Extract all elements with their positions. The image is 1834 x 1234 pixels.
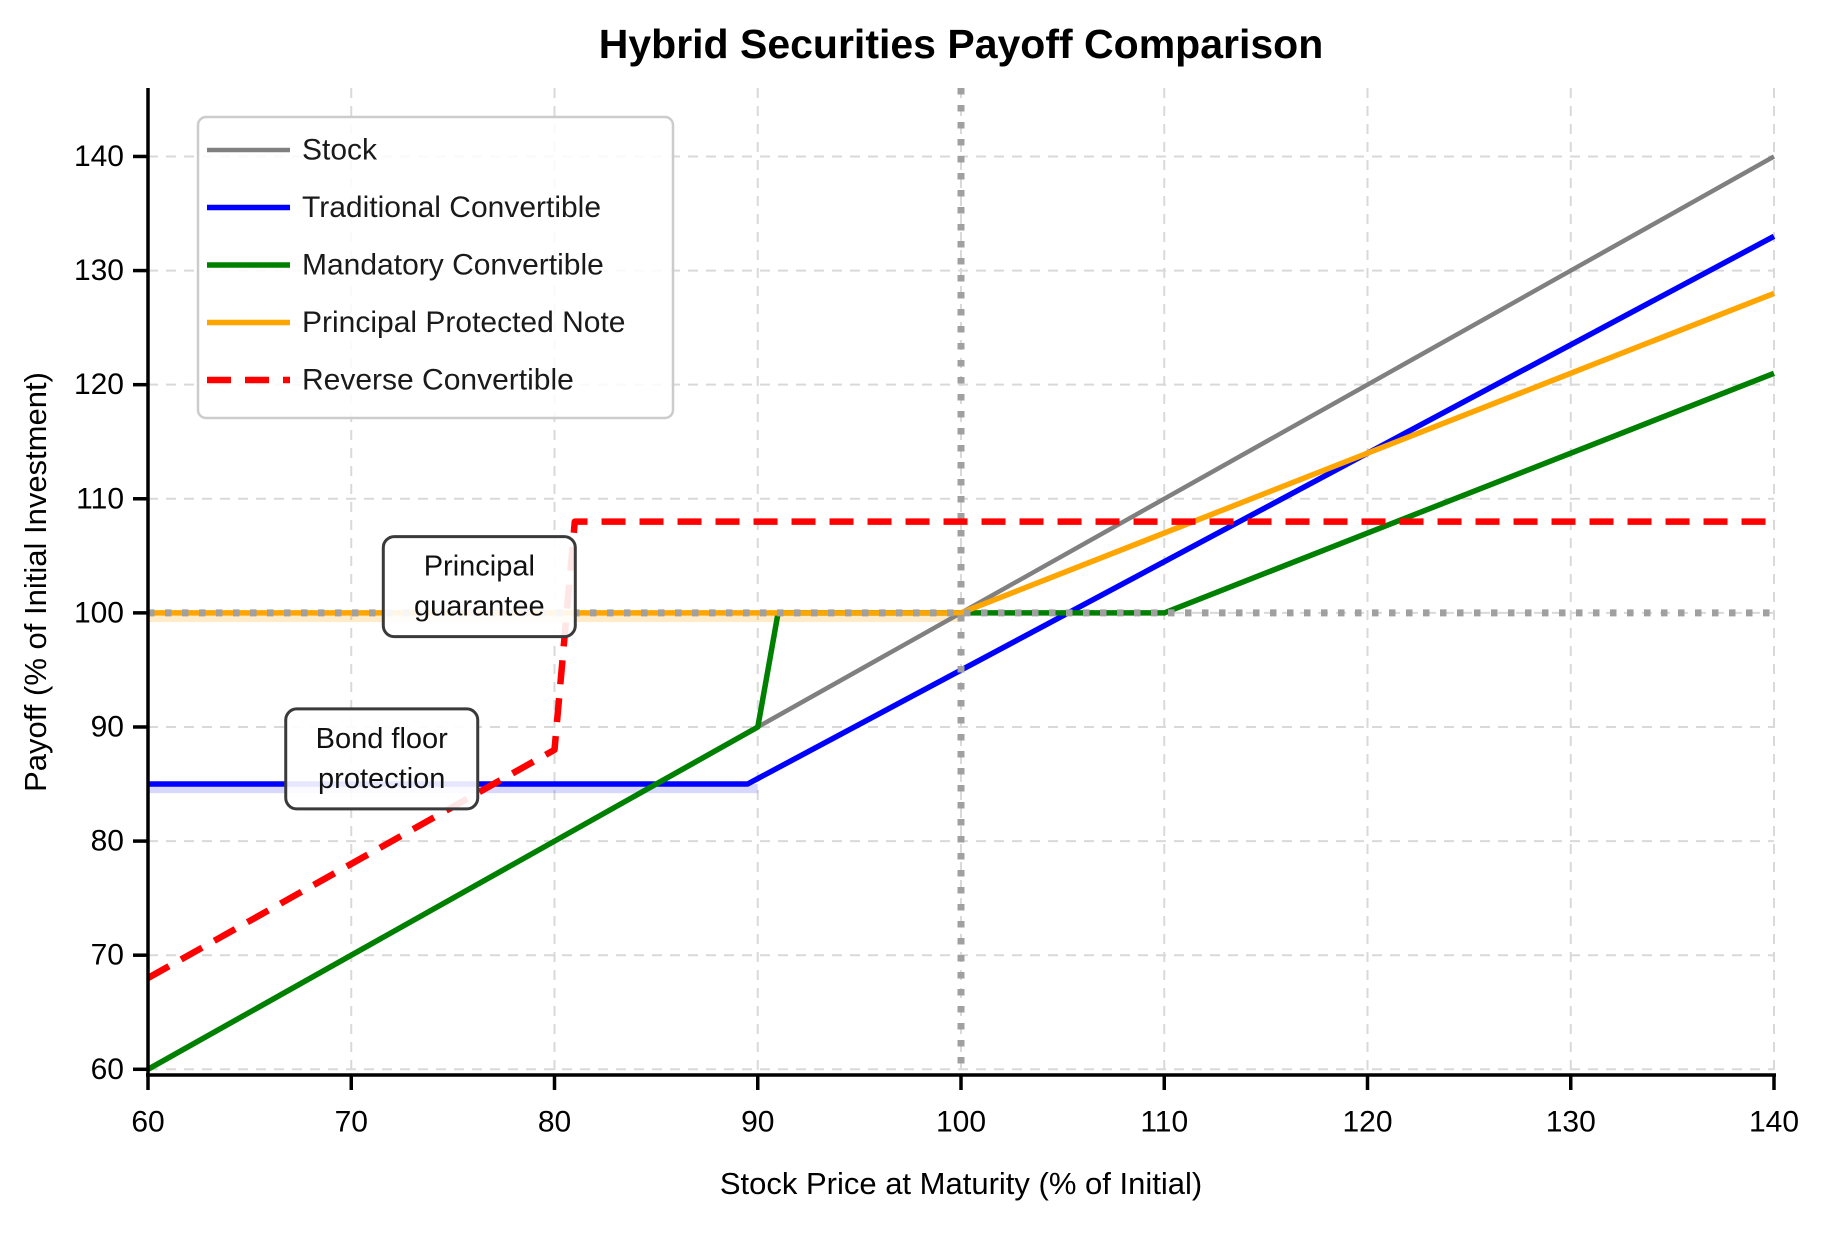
y-tick-label-100: 100: [74, 596, 124, 629]
x-tick-label-100: 100: [936, 1106, 986, 1139]
annotation-principal-guarantee: Principal guarantee: [381, 535, 577, 639]
annotation-box: [284, 707, 480, 811]
annotation-bond-floor-protection: Bond floor protection: [284, 707, 480, 811]
y-tick-label-80: 80: [91, 825, 124, 858]
annotation-box: [381, 535, 577, 639]
y-axis-label: Payoff (% of Initial Investment): [18, 372, 53, 792]
y-tick-label-130: 130: [74, 254, 124, 287]
annotation-text: Principal: [424, 551, 535, 583]
y-tick-label-70: 70: [91, 939, 124, 972]
x-tick-label-110: 110: [1140, 1106, 1188, 1139]
x-tick-label-80: 80: [538, 1106, 571, 1139]
annotation-text: guarantee: [414, 591, 545, 623]
legend-box: [196, 115, 675, 420]
x-tick-label-70: 70: [335, 1106, 368, 1139]
x-tick-label-60: 60: [131, 1106, 164, 1139]
annotation-text: Bond floor: [316, 723, 449, 755]
annotations: Principal guarantee Bond floor protection: [284, 535, 577, 811]
x-tick-label-140: 140: [1749, 1106, 1799, 1139]
legend-label-principal-protected-note: Principal Protected Note: [302, 306, 626, 339]
y-tick-label-140: 140: [74, 140, 124, 173]
y-tick-label-110: 110: [76, 482, 124, 515]
legend-label-reverse-convertible: Reverse Convertible: [302, 364, 574, 397]
annotation-text: protection: [318, 763, 445, 795]
legend-label-traditional-convertible: Traditional Convertible: [302, 191, 601, 224]
y-tick-label-60: 60: [91, 1053, 124, 1086]
legend-label-stock: Stock: [302, 134, 378, 167]
legend-label-mandatory-convertible: Mandatory Convertible: [302, 249, 604, 282]
y-tick-label-120: 120: [74, 368, 124, 401]
x-tick-label-130: 130: [1546, 1106, 1596, 1139]
x-axis-label: Stock Price at Maturity (% of Initial): [720, 1166, 1202, 1201]
axes: 60 70 80 90 100 110 120 130 140 60 70 80 90 100 110 120…: [74, 88, 1799, 1139]
y-tick-label-90: 90: [91, 710, 124, 743]
legend: Stock Traditional Convertible Mandatory Co…: [196, 115, 675, 420]
x-tick-label-120: 120: [1342, 1106, 1392, 1139]
x-tick-label-90: 90: [741, 1106, 774, 1139]
chart-title: Hybrid Securities Payoff Comparison: [599, 21, 1324, 67]
